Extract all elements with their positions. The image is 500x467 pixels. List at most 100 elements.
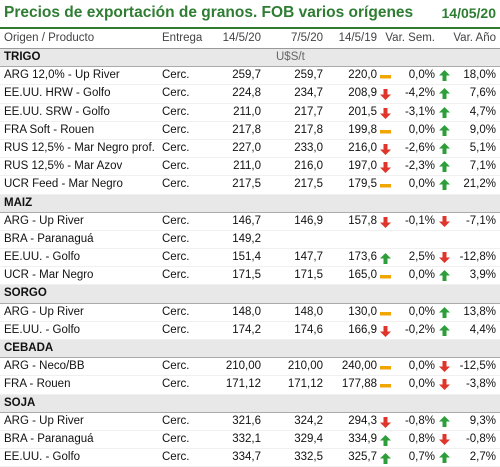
price-current: 171,5 — [232, 269, 261, 282]
price-week-ago: 146,9 — [294, 214, 323, 227]
yearly-change: -7,1% — [465, 214, 496, 227]
col-year-ago-header: 14/5/19 — [338, 32, 377, 44]
product-name: EE.UU. - Golfo — [4, 323, 81, 336]
arrow-down-icon — [439, 379, 450, 391]
product-name: EE.UU. - Golfo — [4, 251, 81, 264]
section-header-maiz: MAIZ — [0, 194, 500, 213]
yearly-change: 2,7% — [469, 451, 496, 464]
price-year-ago: 197,0 — [348, 160, 377, 173]
delivery-cell: Cerc. — [162, 160, 190, 173]
arrow-up-icon — [439, 88, 450, 100]
table-row: FRA - Rouen Cerc. 171,12 171,12 177,88 0,0% -3… — [0, 376, 500, 395]
col-week-ago-header: 7/5/20 — [291, 32, 323, 44]
section-name: TRIGO — [4, 51, 41, 63]
product-name: ARG 12,0% - Up River — [4, 69, 120, 82]
column-header-row: Origen / Producto Entrega 14/5/20 7/5/20… — [0, 29, 500, 49]
col-current-header: 14/5/20 — [222, 32, 261, 44]
price-week-ago: 148,0 — [294, 305, 323, 318]
product-name: FRA - Rouen — [4, 378, 71, 391]
table-row: EE.UU. HRW - Golfo Cerc. 224,8 234,7 208,9 -4… — [0, 85, 500, 104]
dash-icon — [380, 71, 391, 82]
delivery-cell: Cerc. — [162, 432, 190, 445]
product-name: EE.UU. - Golfo — [4, 451, 81, 464]
arrow-up-icon — [439, 452, 450, 464]
price-year-ago: 157,8 — [348, 214, 377, 227]
arrow-up-icon — [439, 70, 450, 82]
dash-icon — [380, 180, 391, 191]
yearly-change: 9,3% — [469, 414, 496, 427]
section-name: SOJA — [4, 396, 36, 409]
arrow-up-icon — [439, 106, 450, 118]
price-year-ago: 130,0 — [348, 305, 377, 318]
weekly-change: -2,6% — [404, 141, 435, 154]
arrow-down-icon — [439, 252, 450, 264]
price-year-ago: 179,5 — [348, 178, 377, 191]
arrow-up-icon — [380, 453, 391, 465]
col-origin-header: Origen / Producto — [4, 32, 95, 44]
table-row: ARG - Up River Cerc. 148,0 148,0 130,0 0,0% 13… — [0, 304, 500, 322]
product-name: ARG - Up River — [4, 305, 84, 318]
price-year-ago: 173,6 — [348, 251, 377, 264]
arrow-down-icon — [380, 216, 391, 228]
price-table: TRIGO U$S/t ARG 12,0% - Up River Cerc. 259,7… — [0, 49, 500, 467]
price-week-ago: 259,7 — [294, 69, 323, 82]
price-year-ago: 165,0 — [348, 269, 377, 282]
delivery-cell: Cerc. — [162, 378, 190, 391]
yearly-change: 13,8% — [463, 305, 496, 318]
product-name: UCR Feed - Mar Negro — [4, 178, 123, 191]
product-name: UCR - Mar Negro — [4, 269, 94, 282]
section-header-trigo: TRIGO U$S/t — [0, 49, 500, 68]
product-name: FRA Soft - Rouen — [4, 123, 95, 136]
weekly-change: 0,7% — [408, 451, 435, 464]
weekly-change: 0,0% — [408, 178, 435, 191]
dash-icon — [380, 308, 391, 319]
yearly-change: 4,7% — [469, 105, 496, 118]
col-weekly-change-header: Var. Sem. — [385, 32, 435, 44]
arrow-down-icon — [380, 143, 391, 155]
arrow-up-icon — [439, 306, 450, 318]
weekly-change: 0,0% — [408, 360, 435, 373]
price-week-ago: 217,5 — [294, 178, 323, 191]
dash-icon — [380, 362, 391, 373]
arrow-down-icon — [380, 325, 391, 337]
price-current: 146,7 — [232, 214, 261, 227]
dash-icon — [380, 271, 391, 282]
arrow-up-icon — [380, 434, 391, 446]
arrow-up-icon — [439, 324, 450, 336]
price-week-ago: 217,7 — [294, 105, 323, 118]
price-current: 151,4 — [232, 251, 261, 264]
price-week-ago: 324,2 — [294, 414, 323, 427]
table-row: EE.UU. SRW - Golfo Cerc. 211,0 217,7 201,5 -3… — [0, 104, 500, 122]
weekly-change: 0,0% — [408, 378, 435, 391]
table-row: BRA - Paranaguá Cerc. 332,1 329,4 334,9 0,8% -… — [0, 431, 500, 450]
price-current: 217,8 — [232, 123, 261, 136]
price-week-ago: 171,12 — [287, 378, 323, 391]
weekly-change: -0,8% — [404, 414, 435, 427]
price-year-ago: 166,9 — [348, 323, 377, 336]
yearly-change: 3,9% — [469, 269, 496, 282]
weekly-change: 0,0% — [408, 269, 435, 282]
price-current: 148,0 — [232, 305, 261, 318]
product-name: EE.UU. SRW - Golfo — [4, 105, 110, 118]
price-week-ago: 234,7 — [294, 87, 323, 100]
report-title: Precios de exportación de granos. FOB va… — [4, 4, 414, 21]
price-current: 217,5 — [232, 178, 261, 191]
table-row: EE.UU. - Golfo Cerc. 334,7 332,5 325,7 0,7% 2,… — [0, 449, 500, 467]
delivery-cell: Cerc. — [162, 141, 190, 154]
report-header: Precios de exportación de granos. FOB va… — [0, 0, 500, 29]
weekly-change: -0,2% — [404, 323, 435, 336]
price-current: 332,1 — [232, 432, 261, 445]
yearly-change: 4,4% — [469, 323, 496, 336]
price-current: 171,12 — [225, 378, 261, 391]
delivery-cell: Cerc. — [162, 87, 190, 100]
weekly-change: 0,8% — [408, 432, 435, 445]
price-week-ago: 216,0 — [294, 160, 323, 173]
table-row: ARG - Up River Cerc. 146,7 146,9 157,8 -0,1% -… — [0, 213, 500, 231]
yearly-change: 9,0% — [469, 123, 496, 136]
yearly-change: 21,2% — [463, 178, 496, 191]
weekly-change: 0,0% — [408, 69, 435, 82]
report-date: 14/05/20 — [441, 5, 497, 21]
arrow-down-icon — [380, 107, 391, 119]
arrow-down-icon — [439, 361, 450, 373]
price-year-ago: 177,88 — [341, 378, 377, 391]
